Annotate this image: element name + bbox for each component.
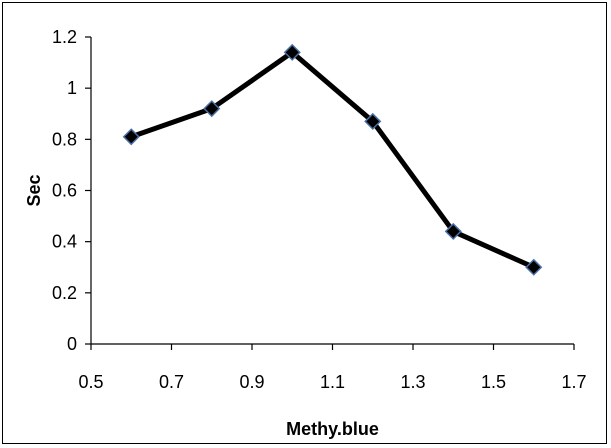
data-point [525,258,543,276]
chart-frame: 0 0.2 0.4 0.6 0.8 1 1.2 0.5 0.7 0.9 1.1 1.3 1.5 1.7 M… [2,2,607,444]
data-point [203,100,221,118]
x-tick-label: 1.5 [481,372,506,392]
x-tick-label: 1.3 [400,372,425,392]
data-point [122,128,140,146]
data-point [283,43,301,61]
series [122,43,543,276]
x-tick-label: 1.7 [561,372,586,392]
y-tick-label: 1 [67,78,77,98]
y-tick-label: 0.2 [52,283,77,303]
y-tick-label: 0.6 [52,181,77,201]
series-line [130,49,535,270]
y-tick-label: 0 [67,334,77,354]
x-tick-label: 0.5 [78,372,103,392]
y-tick-label: 1.2 [52,27,77,47]
x-tick-label: 0.9 [239,372,264,392]
x-tick-label: 1.1 [320,372,345,392]
x-axis-title: Methy.blue [286,419,379,439]
y-axis-title: Sec [24,174,44,206]
ticks: 0 0.2 0.4 0.6 0.8 1 1.2 0.5 0.7 0.9 1.1 1.3 1.5 1.7 [52,27,587,392]
y-tick-label: 0.4 [52,232,77,252]
chart-svg: 0 0.2 0.4 0.6 0.8 1 1.2 0.5 0.7 0.9 1.1 1.3 1.5 1.7 M… [24,27,587,439]
data-point [364,112,382,130]
axes [90,37,574,345]
data-point [444,222,462,240]
x-tick-label: 0.7 [159,372,184,392]
y-tick-label: 0.8 [52,129,77,149]
